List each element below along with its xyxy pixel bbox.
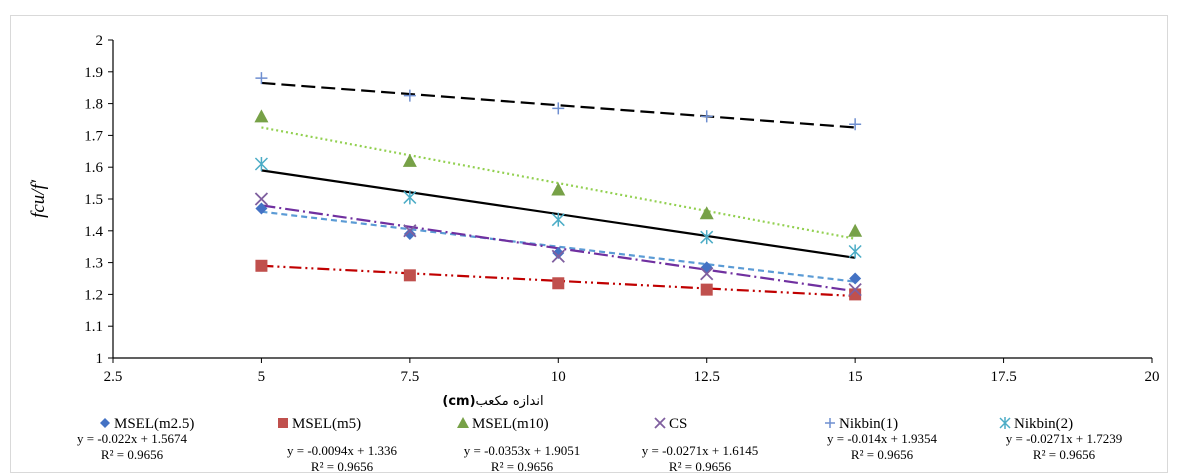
data-point-3-2 [551, 249, 565, 263]
data-point-5-2 [551, 212, 565, 227]
data-point-3-1 [403, 224, 417, 238]
trend-r2-3: R² = 0.9656 [669, 459, 732, 474]
y-tick-label: 1.2 [84, 287, 103, 303]
trend-equation-4: y = -0.014x + 1.9354 [827, 431, 937, 446]
data-point-1-3 [700, 283, 713, 296]
x-tick-label: 10 [551, 369, 566, 385]
legend-marker-1 [278, 418, 288, 428]
data-point-0-0 [255, 202, 268, 215]
legend-marker-3 [654, 417, 666, 429]
trend-r2-1: R² = 0.9656 [311, 459, 374, 474]
data-point-2-0 [254, 109, 269, 123]
x-tick-label: 20 [1145, 369, 1160, 385]
trend-equation-5: y = -0.0271x + 1.7239 [1006, 431, 1123, 446]
y-axis-title: fcu/f' [28, 179, 49, 218]
x-tick-label: 7.5 [400, 369, 419, 385]
y-tick-label: 1.4 [84, 224, 103, 240]
data-point-1-1 [403, 269, 416, 282]
y-tick-label: 1.1 [84, 319, 103, 335]
x-tick-label: 17.5 [990, 369, 1016, 385]
legend-label-5: Nikbin(2) [1014, 416, 1073, 432]
data-point-5-0 [254, 157, 268, 172]
trend-r2-4: R² = 0.9656 [851, 447, 914, 462]
trend-r2-2: R² = 0.9656 [491, 459, 554, 474]
y-tick-label: 1 [96, 351, 104, 367]
legend-marker-5 [999, 417, 1011, 429]
data-point-4-2 [552, 102, 565, 115]
y-tick-label: 2 [96, 33, 104, 49]
axis-labels: 1 1.1 1.2 1.3 1.4 1.5 1.6 1.7 1.8 1.9 2 2.5 5 7.5 10 12… [28, 33, 1160, 409]
legend-marker-2 [457, 417, 469, 428]
y-tick-label: 1.9 [84, 65, 103, 81]
legend-label-3: CS [669, 416, 687, 432]
legend-label-2: MSEL(m10) [472, 416, 549, 432]
x-tick-label: 2.5 [104, 369, 123, 385]
y-tick-label: 1.7 [84, 128, 103, 144]
trend-equation-3: y = -0.0271x + 1.6145 [642, 443, 759, 458]
x-tick-label: 15 [848, 369, 863, 385]
trend-equation-1: y = -0.0094x + 1.336 [287, 443, 397, 458]
x-axis-title: (cm)اندازه مکعب [442, 394, 543, 409]
legend-marker-0 [100, 418, 110, 428]
data-point-2-4 [848, 223, 863, 237]
y-tick-label: 1.3 [84, 256, 103, 272]
trend-equation-2: y = -0.0353x + 1.9051 [464, 443, 581, 458]
data-point-3-0 [254, 192, 269, 206]
data-markers [254, 72, 863, 301]
data-point-0-4 [849, 272, 862, 285]
data-point-4-4 [849, 118, 862, 131]
data-point-4-3 [700, 110, 713, 123]
trend-r2-0: R² = 0.9656 [101, 447, 164, 462]
data-point-0-1 [403, 227, 416, 240]
chart-area [10, 15, 1168, 473]
trendline-2 [261, 126, 856, 240]
data-point-5-3 [700, 230, 714, 245]
axes [108, 39, 1153, 363]
data-point-5-1 [403, 190, 417, 205]
legend-marker-4 [825, 418, 835, 428]
data-point-2-1 [402, 153, 417, 167]
y-tick-label: 1.6 [84, 160, 103, 176]
data-point-5-4 [848, 244, 862, 259]
y-tick-label: 1.8 [84, 97, 103, 113]
data-point-2-2 [551, 182, 566, 196]
legend-label-4: Nikbin(1) [839, 416, 898, 432]
data-point-4-0 [255, 72, 268, 85]
data-point-0-2 [552, 247, 565, 260]
trend-r2-5: R² = 0.9656 [1033, 447, 1096, 462]
y-tick-label: 1.5 [84, 192, 103, 208]
x-tick-label: 12.5 [694, 369, 720, 385]
data-point-3-4 [848, 282, 862, 297]
data-point-1-0 [255, 259, 268, 272]
data-point-4-1 [403, 89, 416, 102]
data-point-2-3 [699, 206, 714, 220]
legend-label-1: MSEL(m5) [292, 416, 361, 432]
data-point-1-2 [552, 277, 565, 290]
x-tick-label: 5 [258, 369, 266, 385]
trend-equation-0: y = -0.022x + 1.5674 [77, 431, 187, 446]
data-point-3-3 [700, 267, 714, 281]
legend-label-0: MSEL(m2.5) [114, 416, 194, 432]
